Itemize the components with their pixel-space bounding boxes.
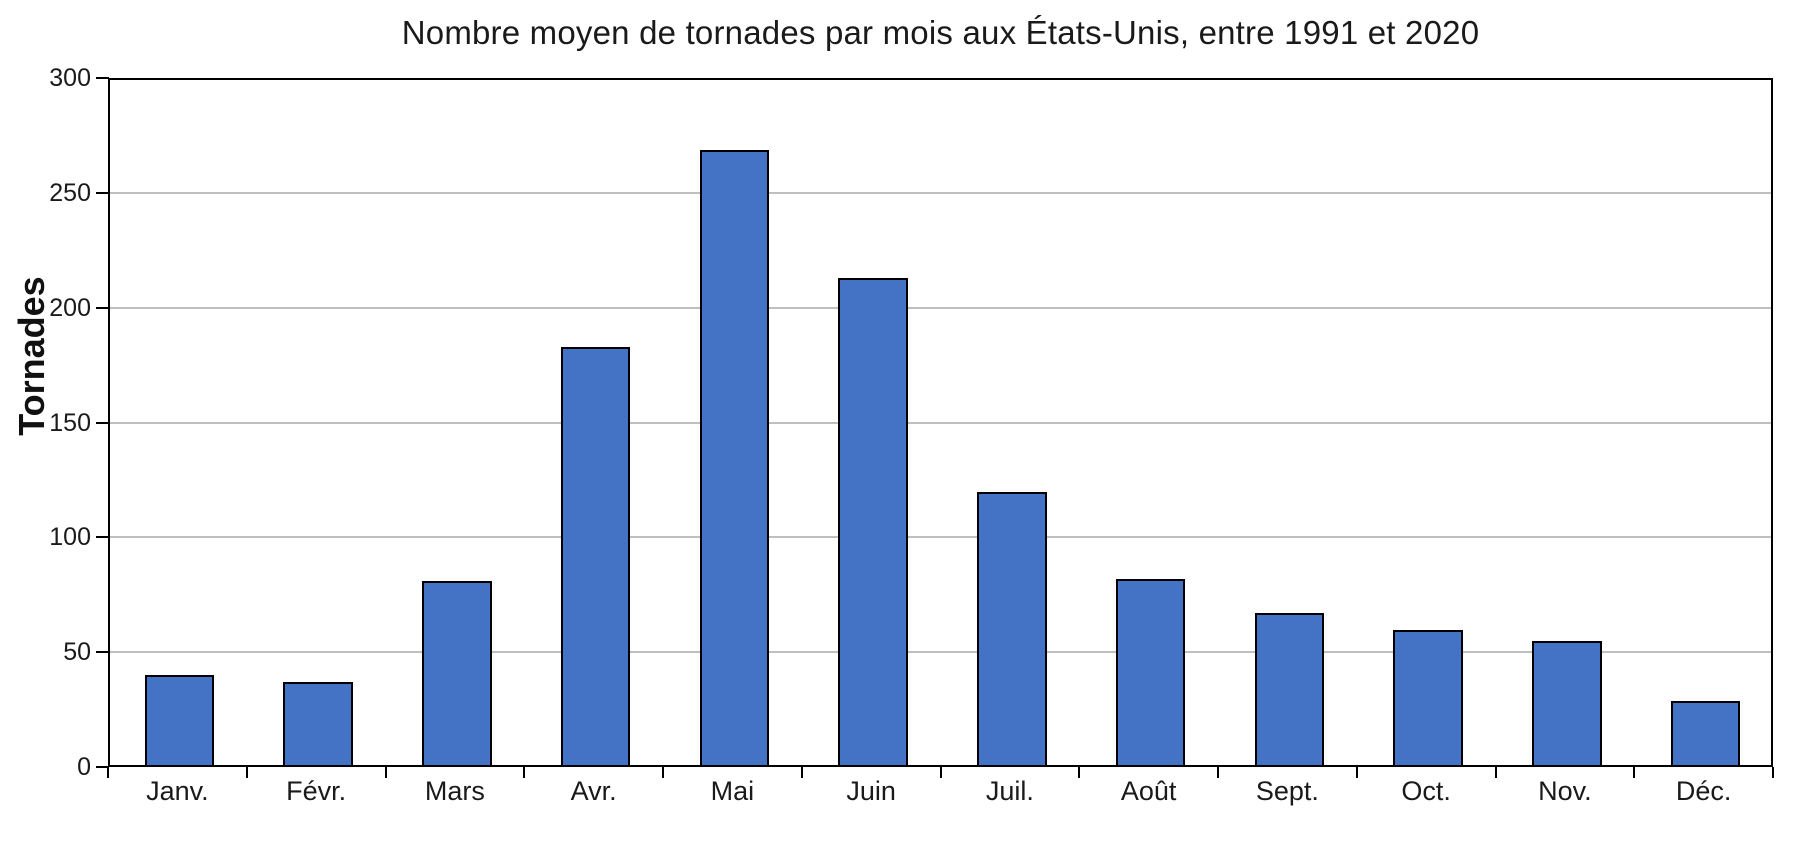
x-tick-mark-7 [1078, 767, 1081, 778]
y-tick-mark-300 [96, 77, 109, 79]
x-tick-mark-2 [384, 767, 387, 778]
y-tick-label-200: 200 [49, 293, 91, 322]
x-tick-mark-11 [1633, 767, 1636, 778]
x-tick-label-aot: Août [1120, 776, 1177, 806]
x-tick-mark-12 [1772, 767, 1774, 778]
y-tick-label-100: 100 [49, 523, 91, 552]
x-tick-mark-10 [1494, 767, 1497, 778]
gridline-250 [110, 191, 1771, 194]
x-tick-mark-3 [523, 767, 526, 778]
bar-dc [1670, 700, 1741, 765]
gridline-150 [110, 421, 1771, 424]
x-tick-label-juil: Juil. [985, 776, 1034, 806]
y-tick-mark-100 [96, 536, 109, 539]
x-tick-mark-1 [245, 767, 248, 778]
x-tick-mark-0 [107, 767, 109, 778]
bar-avr [560, 347, 631, 765]
gridline-50 [110, 651, 1771, 654]
y-tick-label-50: 50 [63, 638, 91, 667]
plot-area [108, 78, 1773, 767]
y-tick-mark-250 [96, 191, 109, 194]
y-tick-mark-150 [96, 421, 109, 424]
x-tick-mark-8 [1217, 767, 1219, 778]
y-tick-mark-50 [96, 651, 109, 654]
x-tick-label-juin: Juin [846, 776, 896, 806]
x-axis-labels: Janv. Févr. Mars Avr. Mai Juin Juil. Août Sept. O… [108, 774, 1773, 808]
bar-juil [977, 491, 1047, 765]
x-tick-label-dc: Déc. [1675, 776, 1732, 806]
gridline-100 [110, 536, 1771, 539]
bar-nov [1532, 640, 1602, 765]
bar-sept [1254, 613, 1325, 765]
x-tick-mark-5 [800, 767, 803, 778]
gridline-200 [110, 306, 1771, 309]
bar-juin [838, 278, 908, 765]
bar-oct [1393, 629, 1463, 765]
x-tick-label-sept: Sept. [1255, 776, 1319, 806]
bar-aot [1115, 578, 1186, 765]
x-tick-label-avr: Avr. [570, 776, 617, 806]
bar-fvr [283, 682, 353, 765]
x-tick-label-mars: Mars [424, 776, 485, 806]
y-tick-label-150: 150 [49, 408, 91, 437]
y-tick-mark-0 [96, 766, 109, 768]
y-tick-mark-200 [96, 306, 109, 309]
x-tick-label-janv: Janv. [146, 776, 209, 806]
x-tick-label-oct: Oct. [1401, 776, 1451, 806]
x-tick-label-nov: Nov. [1538, 776, 1592, 806]
x-tick-label-fvr: Févr. [286, 776, 347, 806]
y-tick-label-0: 0 [77, 753, 91, 781]
x-tick-mark-9 [1355, 767, 1358, 778]
y-tick-label-300: 300 [49, 64, 91, 92]
x-tick-mark-6 [939, 767, 942, 778]
bar-janv [144, 675, 215, 765]
x-tick-mark-4 [662, 767, 664, 778]
y-tick-label-250: 250 [49, 178, 91, 207]
bar-mars [422, 581, 492, 765]
chart-title: Nombre moyen de tornades par mois aux Ét… [401, 14, 1480, 51]
x-tick-label-mai: Mai [710, 776, 755, 806]
bar-mai [699, 149, 770, 765]
